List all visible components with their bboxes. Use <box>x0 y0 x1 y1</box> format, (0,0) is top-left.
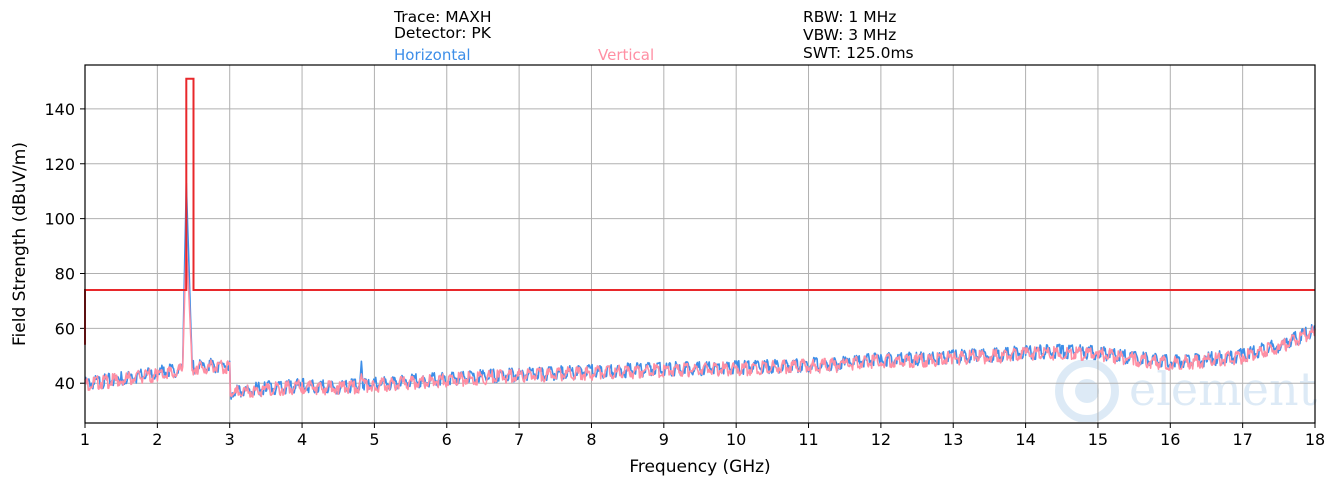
x-tick-label: 16 <box>1160 430 1180 449</box>
x-tick-label: 15 <box>1088 430 1108 449</box>
legend-horizontal: Horizontal <box>394 46 471 64</box>
y-axis-label: Field Strength (dBuV/m) <box>10 142 30 346</box>
x-tick-label: 6 <box>442 430 452 449</box>
x-tick-label: 4 <box>297 430 307 449</box>
y-tick-label: 40 <box>55 374 75 393</box>
x-tick-label: 9 <box>659 430 669 449</box>
y-tick-label: 140 <box>44 100 75 119</box>
x-tick-label: 5 <box>369 430 379 449</box>
y-tick-label: 100 <box>44 210 75 229</box>
element-watermark-logo: element <box>1055 360 1318 422</box>
series-limit-line <box>84 77 1315 345</box>
y-tick-label: 60 <box>55 319 75 338</box>
x-tick-label: 2 <box>152 430 162 449</box>
x-tick-label: 13 <box>943 430 963 449</box>
x-tick-label: 8 <box>586 430 596 449</box>
detector-label: Detector: PK <box>394 24 491 42</box>
swt-label: SWT: 125.0ms <box>803 44 914 62</box>
x-tick-label: 1 <box>80 430 90 449</box>
trace-label: Trace: MAXH <box>394 8 492 26</box>
x-tick-label: 18 <box>1305 430 1325 449</box>
x-tick-label: 11 <box>798 430 818 449</box>
legend-vertical: Vertical <box>598 46 655 64</box>
plot-frame <box>84 64 1316 424</box>
x-tick-label: 10 <box>726 430 746 449</box>
x-tick-label: 12 <box>871 430 891 449</box>
series-horizontal-line <box>84 182 1316 400</box>
x-tick-label: 3 <box>225 430 235 449</box>
x-axis-label: Frequency (GHz) <box>629 457 770 477</box>
element-logo-icon <box>1055 360 1119 422</box>
vbw-label: VBW: 3 MHz <box>803 26 897 44</box>
x-tick-label: 14 <box>1015 430 1035 449</box>
x-tick-label: 17 <box>1232 430 1252 449</box>
y-tick-label: 120 <box>44 155 75 174</box>
series-vertical-line <box>84 239 1316 398</box>
element-watermark-text: element <box>1129 362 1318 416</box>
y-tick-label: 80 <box>55 264 75 283</box>
rbw-label: RBW: 1 MHz <box>803 8 897 26</box>
x-tick-label: 7 <box>514 430 524 449</box>
